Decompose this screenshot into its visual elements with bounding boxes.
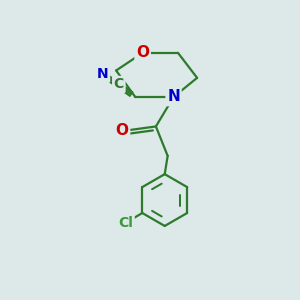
Text: O: O (136, 45, 149, 60)
Text: N: N (167, 89, 180, 104)
Text: Cl: Cl (118, 216, 133, 230)
Text: O: O (116, 123, 128, 138)
Text: C: C (114, 77, 124, 92)
Text: N: N (97, 67, 109, 81)
